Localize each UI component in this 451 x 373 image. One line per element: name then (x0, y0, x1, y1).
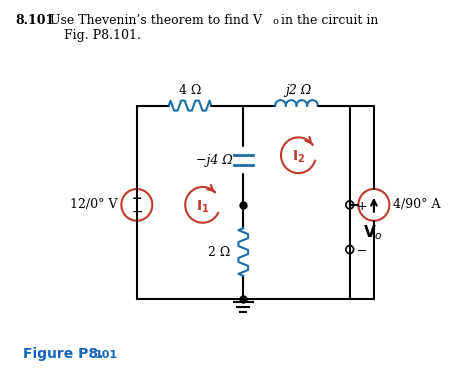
Text: Use Thevenin’s theorem to find V: Use Thevenin’s theorem to find V (50, 14, 262, 27)
Text: 4/90° A: 4/90° A (393, 198, 441, 211)
Text: 8.101: 8.101 (15, 14, 54, 27)
Text: in the circuit in: in the circuit in (277, 14, 378, 27)
Text: $\mathbf{I_2}$: $\mathbf{I_2}$ (292, 149, 305, 165)
Text: +: + (132, 192, 142, 206)
Text: o: o (272, 17, 278, 26)
Text: +: + (356, 200, 367, 213)
Text: j2 Ω: j2 Ω (285, 84, 312, 97)
Text: Fig. P8.101.: Fig. P8.101. (64, 29, 141, 42)
Circle shape (346, 245, 354, 254)
Text: 12/0° V: 12/0° V (70, 198, 118, 211)
Text: 101: 101 (94, 350, 117, 360)
Text: $\mathbf{I_1}$: $\mathbf{I_1}$ (196, 199, 209, 215)
Text: Figure P8.: Figure P8. (23, 347, 103, 361)
Text: −: − (131, 205, 143, 219)
Circle shape (346, 201, 354, 209)
Text: 2 Ω: 2 Ω (208, 245, 230, 258)
Text: −j4 Ω: −j4 Ω (196, 154, 233, 167)
Text: 4 Ω: 4 Ω (179, 84, 201, 97)
Text: $\mathbf{V}_o$: $\mathbf{V}_o$ (363, 223, 383, 241)
Text: −: − (356, 245, 367, 258)
